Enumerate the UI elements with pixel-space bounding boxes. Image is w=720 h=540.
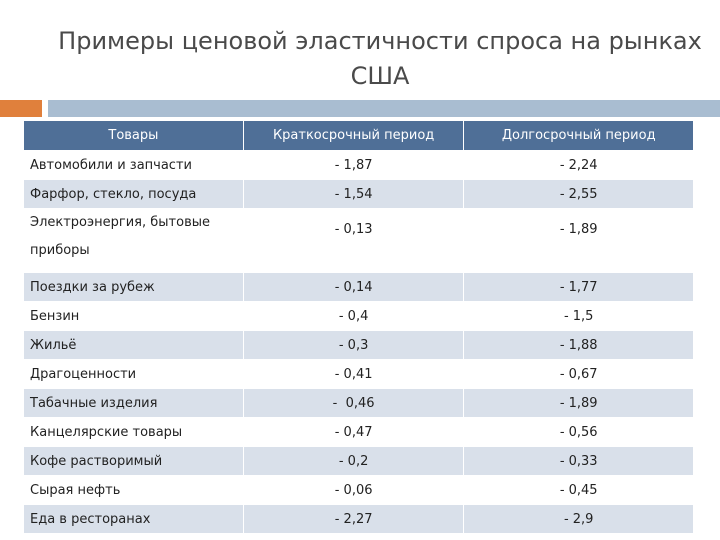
cell-goods: Кофе растворимый xyxy=(24,446,244,476)
table-row: Кофе растворимый - 0,2 - 0,33 xyxy=(24,446,693,476)
cell-short-term: - 0,2 xyxy=(242,446,464,476)
table-row: Сырая нефть - 0,06 - 0,45 xyxy=(24,475,693,505)
cell-long-term: - 1,89 xyxy=(463,208,693,273)
table-row: Электроэнергия, бытовые приборы - 0,13 -… xyxy=(24,208,693,273)
cell-long-term: - 2,9 xyxy=(463,504,693,534)
cell-long-term: - 1,5 xyxy=(463,301,693,331)
cell-short-term: - 1,87 xyxy=(242,150,464,180)
cell-goods: Автомобили и запчасти xyxy=(24,150,244,180)
accent-bar-orange xyxy=(0,100,42,117)
cell-short-term: - 0,13 xyxy=(242,208,464,273)
header-short-term: Краткосрочный период xyxy=(242,121,464,151)
cell-long-term: - 0,56 xyxy=(463,417,693,447)
cell-goods: Жильё xyxy=(24,330,244,360)
cell-long-term: - 2,24 xyxy=(463,150,693,180)
cell-long-term: - 1,89 xyxy=(463,388,693,418)
cell-short-term: - 0,46 xyxy=(242,388,464,418)
cell-short-term: - 0,3 xyxy=(242,330,464,360)
header-goods: Товары xyxy=(24,121,244,151)
cell-goods: Еда в ресторанах xyxy=(24,504,244,534)
table-row: Жильё - 0,3 - 1,88 xyxy=(24,330,693,360)
accent-bar-blue xyxy=(48,100,720,117)
cell-long-term: - 2,55 xyxy=(463,179,693,209)
table-header-row: Товары Краткосрочный период Долгосрочный… xyxy=(24,121,693,151)
cell-long-term: - 1,88 xyxy=(463,330,693,360)
elasticity-table: Товары Краткосрочный период Долгосрочный… xyxy=(24,121,693,534)
table-row: Табачные изделия - 0,46 - 1,89 xyxy=(24,388,693,418)
cell-short-term: - 0,4 xyxy=(242,301,464,331)
table-row: Бензин - 0,4 - 1,5 xyxy=(24,301,693,331)
cell-short-term: - 0,14 xyxy=(242,272,464,302)
cell-goods: Электроэнергия, бытовые приборы xyxy=(24,208,244,273)
cell-long-term: - 1,77 xyxy=(463,272,693,302)
cell-goods: Сырая нефть xyxy=(24,475,244,505)
cell-short-term: - 2,27 xyxy=(242,504,464,534)
table-row: Поездки за рубеж - 0,14 - 1,77 xyxy=(24,272,693,302)
cell-long-term: - 0,33 xyxy=(463,446,693,476)
table-row: Еда в ресторанах - 2,27 - 2,9 xyxy=(24,504,693,534)
cell-goods: Бензин xyxy=(24,301,244,331)
cell-goods: Фарфор, стекло, посуда xyxy=(24,179,244,209)
cell-long-term: - 0,45 xyxy=(463,475,693,505)
cell-short-term: - 0,47 xyxy=(242,417,464,447)
table-row: Фарфор, стекло, посуда - 1,54 - 2,55 xyxy=(24,179,693,209)
table-row: Автомобили и запчасти - 1,87 - 2,24 xyxy=(24,150,693,180)
table-row: Драгоценности - 0,41 - 0,67 xyxy=(24,359,693,389)
cell-short-term: - 1,54 xyxy=(242,179,464,209)
title-line-1: Примеры ценовой эластичности спроса на р… xyxy=(58,27,702,55)
title-line-2: США xyxy=(350,62,410,90)
cell-goods: Драгоценности xyxy=(24,359,244,389)
page-title: Примеры ценовой эластичности спроса на р… xyxy=(40,24,720,94)
cell-goods: Табачные изделия xyxy=(24,388,244,418)
cell-long-term: - 0,67 xyxy=(463,359,693,389)
cell-short-term: - 0,41 xyxy=(242,359,464,389)
cell-goods: Поездки за рубеж xyxy=(24,272,244,302)
table-row: Канцелярские товары - 0,47 - 0,56 xyxy=(24,417,693,447)
header-long-term: Долгосрочный период xyxy=(463,121,693,151)
cell-short-term: - 0,06 xyxy=(242,475,464,505)
cell-goods: Канцелярские товары xyxy=(24,417,244,447)
